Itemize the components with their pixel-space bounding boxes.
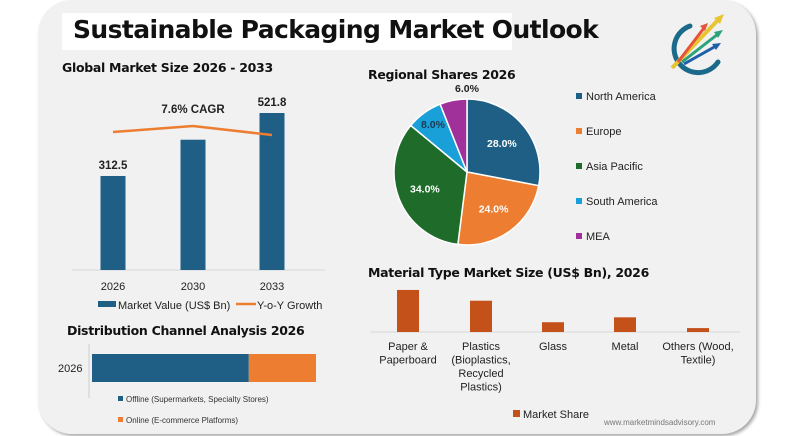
regional-pie-chart: 28.0% 24.0% 34.0% 8.0% 6.0% North America Eur… [393,83,658,246]
legend-swatch [576,128,582,134]
pie-slice-europe [457,171,540,246]
cagr-annotation: 7.6% CAGR [161,104,225,116]
material-category-label: Plastics (Bioplastics, Recycled Plastics) [451,341,510,394]
material-bar [470,300,492,332]
bar-2033 [259,113,285,270]
legend-swatch [576,163,582,169]
pie-slice-mea [439,98,468,173]
material-bar [687,328,709,332]
material-category-label: Paper & Paperboard [379,341,437,367]
legend-label: South America [586,196,658,208]
x-tick-label: 2030 [181,281,205,293]
global-market-title: Global Market Size 2026 - 2033 [62,60,273,75]
rising-arrows-logo-icon [670,14,724,76]
legend-swatch [576,93,582,99]
data-label: 521.8 [258,97,287,109]
legend-swatch-market-share [513,410,520,417]
page-title: Sustainable Packaging Market Outlook [73,15,599,44]
pie-data-label: 34.0% [410,184,440,196]
pie-slice-north-america [466,98,541,187]
material-chart: Paper & Paperboard Plastics (Bioplastics, Re… [370,289,740,420]
legend-swatch [576,233,582,239]
material-bar [397,289,419,332]
legend-swatch-offline [118,396,123,401]
legend-label: North America [586,91,657,103]
pie-data-label: 28.0% [487,138,517,150]
material-bar [614,317,636,332]
material-title: Material Type Market Size (US$ Bn), 2026 [368,265,649,280]
legend-label-market-share: Market Share [523,409,589,420]
x-tick-label: 2026 [101,281,125,293]
title-background [62,13,512,50]
legend-label-yoy: Y-o-Y Growth [257,300,322,312]
material-bar [542,322,564,332]
stacked-segment-offline [92,354,249,382]
legend-swatch-online [118,417,123,422]
category-label-2026: 2026 [58,363,82,375]
distribution-chart: 2026 Offline (Supermarkets, Specialty St… [58,344,316,425]
regional-shares-title: Regional Shares 2026 [368,67,516,82]
data-label: 312.5 [99,160,128,172]
stacked-segment-online [248,354,316,382]
legend-label: Asia Pacific [586,161,643,173]
yoy-growth-line [112,124,273,137]
pie-data-label: 6.0% [455,83,480,95]
pie-data-label: 24.0% [479,204,509,216]
pie-slice-asia-pacific [393,124,468,246]
material-category-label: Others (Wood, Textile) [662,341,733,367]
material-category-label: Metal [612,341,639,353]
distribution-title: Distribution Channel Analysis 2026 [67,323,305,338]
legend-label: MEA [586,231,611,243]
legend-label-offline: Offline (Supermarkets, Specialty Stores) [126,395,269,404]
material-category-label: Glass [539,341,568,353]
legend-label-market-value: Market Value (US$ Bn) [118,300,230,312]
legend-label-online: Online (E-commerce Platforms) [126,416,238,425]
x-tick-label: 2033 [260,281,284,293]
legend-label: Europe [586,126,621,138]
legend-swatch [576,198,582,204]
global-market-chart: 2026 312.5 2030 2033 521.8 7.6% CAGR Market … [72,97,325,312]
bar-2026 [100,175,126,270]
website-url: www.marketmindsadvisory.com [604,418,716,427]
bar-2030 [180,139,206,270]
pie-data-label: 8.0% [421,119,446,131]
legend-swatch-market-value [98,301,116,307]
